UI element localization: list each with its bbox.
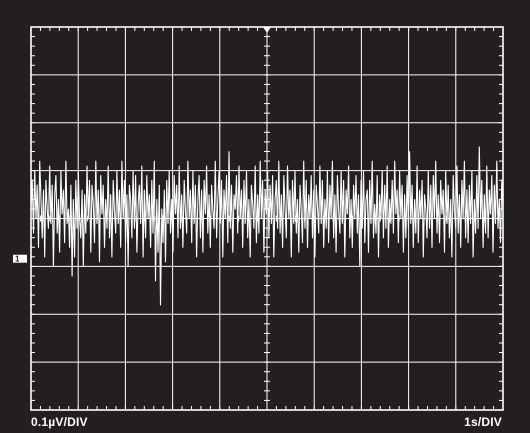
trigger-position-marker: [263, 27, 271, 33]
signal-trace: [30, 146, 504, 306]
channel-1-marker: 1: [13, 254, 27, 264]
horizontal-scale-label: 1s/DIV: [464, 415, 502, 429]
channel-marker-box: [13, 254, 27, 263]
channel-marker-label: 1: [15, 255, 20, 264]
vertical-scale-label: 0.1µV/DIV: [31, 415, 88, 429]
